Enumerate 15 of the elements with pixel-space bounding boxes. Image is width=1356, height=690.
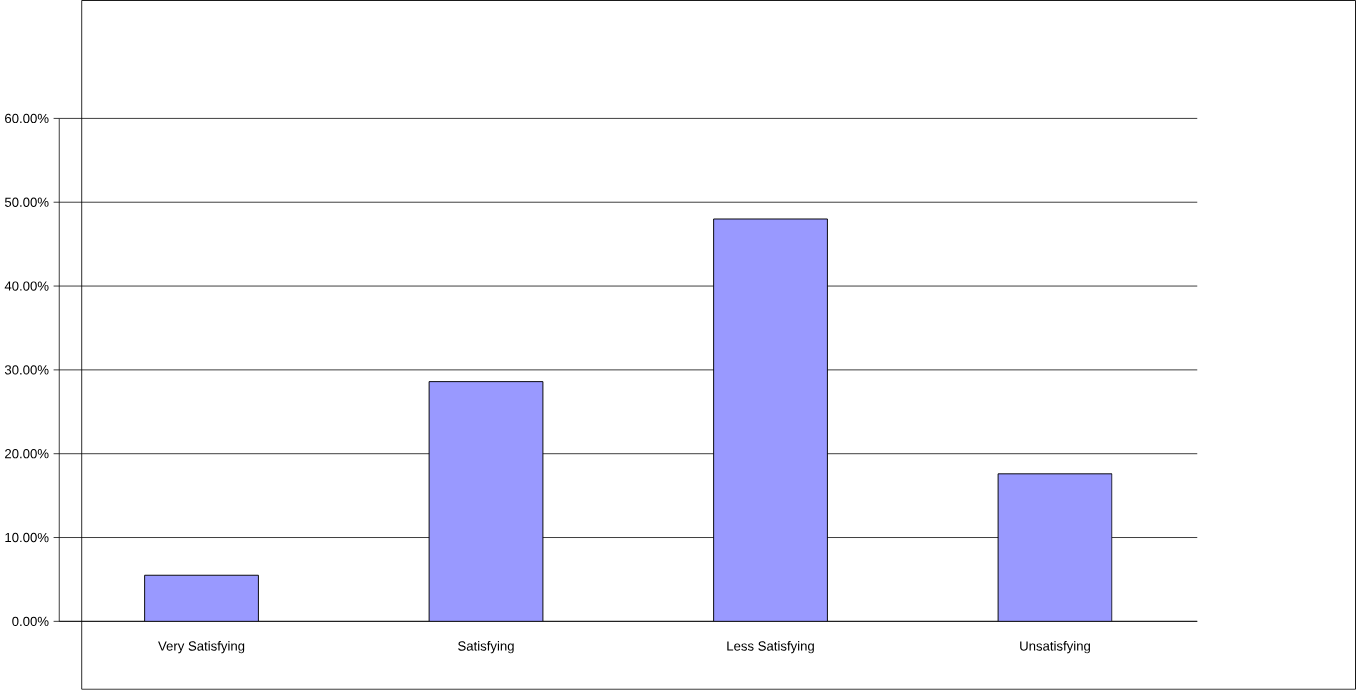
x-tick-label: Unsatisfying: [1020, 641, 1090, 654]
y-tick-label: 0.00%: [12, 616, 49, 627]
y-tick-label: 50.00%: [4, 197, 49, 207]
x-tick-label: Very Satisfying: [158, 641, 245, 654]
x-tick-label: Satisfying: [458, 641, 514, 654]
bar: [144, 574, 259, 622]
y-tick-label: 30.00%: [4, 365, 49, 375]
y-tick-label: 60.00%: [5, 113, 49, 124]
bar: [428, 381, 544, 622]
y-tick-label: 10.00%: [5, 532, 49, 543]
y-tick-label: 40.00%: [4, 281, 49, 291]
x-tick-label: Less Satisfying: [727, 641, 814, 654]
y-tick-label: 20.00%: [5, 449, 49, 459]
bar: [997, 473, 1113, 622]
bar: [713, 218, 828, 622]
